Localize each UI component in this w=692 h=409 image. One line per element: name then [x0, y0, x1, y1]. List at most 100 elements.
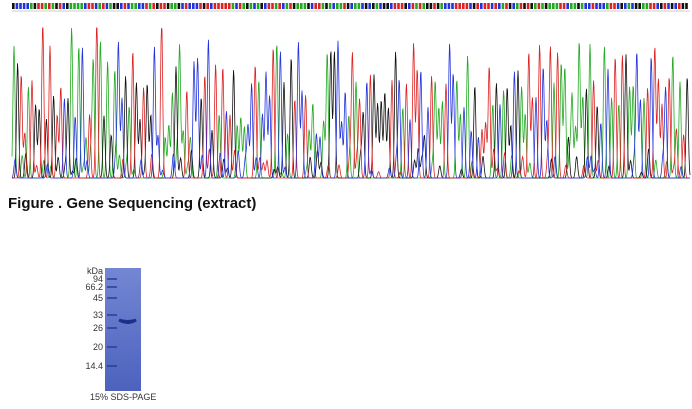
- base-call: [19, 3, 22, 9]
- base-call: [55, 3, 58, 9]
- base-call: [573, 3, 577, 9]
- base-call: [296, 3, 299, 9]
- base-call: [249, 3, 253, 9]
- base-call: [130, 3, 134, 9]
- base-call: [487, 3, 490, 9]
- base-call: [116, 3, 119, 9]
- base-call: [357, 3, 361, 9]
- base-call: [109, 3, 112, 9]
- base-call: [69, 3, 73, 9]
- base-call: [242, 3, 245, 9]
- base-call: [210, 3, 213, 9]
- base-call: [62, 3, 65, 9]
- base-call: [375, 3, 379, 9]
- base-call: [102, 3, 105, 9]
- marker-label: 20: [93, 342, 103, 352]
- base-call: [602, 3, 605, 9]
- base-call: [411, 3, 415, 9]
- base-call: [159, 3, 163, 9]
- base-call: [501, 3, 505, 9]
- base-call: [87, 3, 91, 9]
- figure-caption: Figure . Gene Sequencing (extract): [8, 195, 257, 212]
- base-call: [44, 3, 47, 9]
- base-call: [300, 3, 303, 9]
- base-call: [22, 3, 26, 9]
- base-call: [555, 3, 559, 9]
- base-call: [177, 3, 181, 9]
- base-call: [267, 3, 271, 9]
- base-call: [94, 3, 98, 9]
- base-call: [91, 3, 94, 9]
- base-call: [526, 3, 530, 9]
- base-call: [541, 3, 544, 9]
- base-call: [260, 3, 263, 9]
- base-call: [476, 3, 479, 9]
- base-call: [544, 3, 548, 9]
- base-call: [145, 3, 148, 9]
- base-call: [364, 3, 368, 9]
- base-call: [570, 3, 573, 9]
- base-call: [253, 3, 256, 9]
- base-call: [318, 3, 321, 9]
- base-call: [292, 3, 296, 9]
- base-call: [548, 3, 551, 9]
- base-call: [454, 3, 458, 9]
- base-call: [523, 3, 526, 9]
- base-call: [390, 3, 393, 9]
- base-call: [397, 3, 400, 9]
- base-call: [228, 3, 231, 9]
- base-call: [199, 3, 202, 9]
- base-call: [512, 3, 515, 9]
- base-call: [537, 3, 541, 9]
- base-call: [519, 3, 523, 9]
- base-call: [404, 3, 407, 9]
- base-call: [408, 3, 411, 9]
- marker-label: 26: [93, 323, 103, 333]
- trace: [11, 39, 690, 179]
- base-call: [472, 3, 476, 9]
- base-call: [451, 3, 454, 9]
- base-call: [231, 3, 235, 9]
- base-call: [33, 3, 37, 9]
- base-call: [516, 3, 519, 9]
- base-call: [66, 3, 69, 9]
- base-call: [40, 3, 44, 9]
- base-call: [217, 3, 220, 9]
- base-call: [289, 3, 292, 9]
- base-call: [354, 3, 357, 9]
- base-call: [559, 3, 562, 9]
- base-call: [422, 3, 425, 9]
- base-call: [148, 3, 152, 9]
- base-call: [12, 3, 15, 9]
- base-call: [152, 3, 155, 9]
- chromatogram: [11, 3, 691, 179]
- base-call: [534, 3, 537, 9]
- marker-label: 94: [93, 274, 103, 284]
- base-call: [105, 3, 109, 9]
- base-call: [224, 3, 227, 9]
- base-call: [138, 3, 141, 9]
- base-call: [681, 3, 685, 9]
- base-call: [220, 3, 224, 9]
- marker-label: 66.2: [85, 282, 103, 292]
- base-call: [562, 3, 566, 9]
- base-call: [552, 3, 555, 9]
- gel-footer: 15% SDS-PAGE: [90, 392, 156, 402]
- base-call: [458, 3, 461, 9]
- base-call: [188, 3, 191, 9]
- base-call: [649, 3, 652, 9]
- base-call: [80, 3, 83, 9]
- base-call: [321, 3, 325, 9]
- base-call: [346, 3, 350, 9]
- base-call: [123, 3, 127, 9]
- base-call: [192, 3, 195, 9]
- base-call: [235, 3, 238, 9]
- base-call: [84, 3, 87, 9]
- base-call: [588, 3, 591, 9]
- base-call: [238, 3, 242, 9]
- base-call: [616, 3, 620, 9]
- base-call: [15, 3, 19, 9]
- base-call: [508, 3, 512, 9]
